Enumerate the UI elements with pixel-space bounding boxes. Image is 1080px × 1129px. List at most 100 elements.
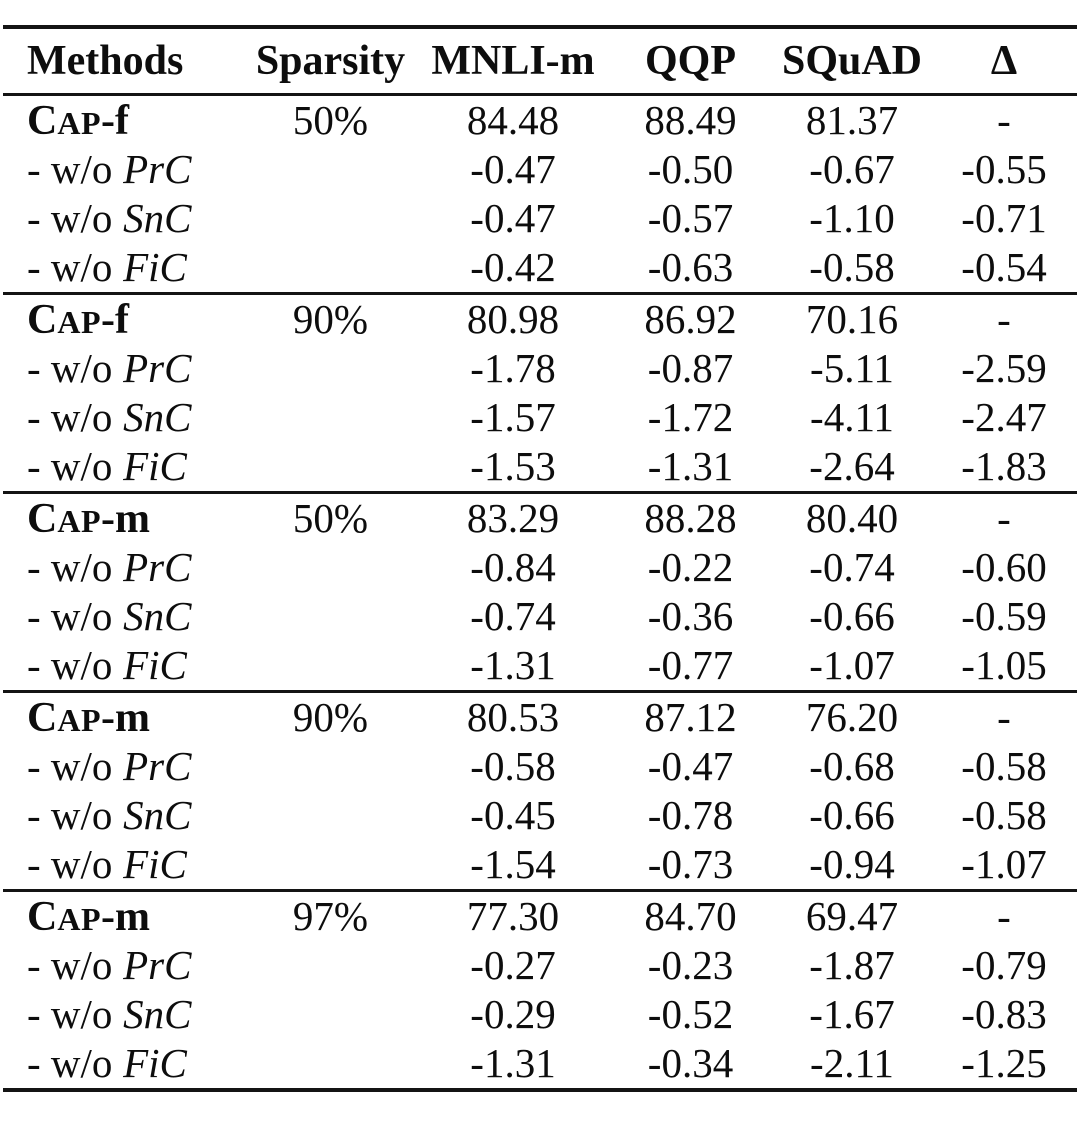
delta-cell: -2.64	[809, 443, 895, 489]
delta-cell: -0.73	[647, 841, 734, 887]
delta-cell: -4.11	[810, 394, 894, 440]
ablation-label: - w/o FiC	[27, 642, 187, 688]
ablation-prefix: - w/o	[27, 991, 113, 1037]
ablation-label-cell: - w/o PrC	[3, 145, 243, 194]
delta-cell: -0.55	[961, 146, 1047, 192]
score-cell: 87.12	[644, 694, 737, 740]
paper-page: Methods Sparsity MNLI-m QQP SQuAD Δ CAP-…	[0, 25, 1080, 1129]
ablation-term: FiC	[123, 1040, 187, 1086]
ablation-label: - w/o FiC	[27, 443, 187, 489]
method-name: CAP-m	[27, 694, 150, 740]
table-row-ablation: - w/o FiC -0.42 -0.63 -0.58 -0.54	[3, 243, 1077, 294]
ablation-label-cell: - w/o FiC	[3, 442, 243, 493]
sparsity-cell	[243, 742, 418, 791]
method-name-initial: C	[27, 694, 58, 741]
ablation-label: - w/o FiC	[27, 841, 187, 887]
ablation-term: SnC	[123, 593, 192, 639]
method-name-smallcaps: AP	[57, 502, 101, 539]
table-row-ablation: - w/o FiC -1.54 -0.73 -0.94 -1.07	[3, 840, 1077, 891]
sparsity-cell	[243, 543, 418, 592]
method-name-initial: C	[27, 97, 58, 144]
method-name-suffix: -m	[101, 893, 150, 940]
score-cell: 84.48	[466, 97, 560, 143]
col-header-mnli-m: MNLI-m	[431, 38, 595, 84]
score-cell: 77.30	[466, 893, 560, 939]
method-name-cell: CAP-m	[3, 493, 243, 544]
delta-cell: -1.83	[961, 443, 1047, 489]
ablation-term: FiC	[123, 642, 187, 688]
ablation-label-cell: - w/o PrC	[3, 344, 243, 393]
delta-cell: -0.59	[961, 593, 1047, 639]
ablation-term: SnC	[123, 195, 192, 241]
delta-cell: -0.42	[470, 244, 556, 290]
ablation-prefix: - w/o	[27, 394, 113, 440]
table-row-main: CAP-m 90% 80.53 87.12 76.20 -	[3, 692, 1077, 743]
ablation-term: FiC	[123, 443, 187, 489]
sparsity-cell: 97%	[292, 893, 369, 939]
delta-cell: -0.74	[470, 593, 556, 639]
table-row-main: CAP-f 50% 84.48 88.49 81.37 -	[3, 95, 1077, 146]
header-row: Methods Sparsity MNLI-m QQP SQuAD Δ	[3, 27, 1077, 95]
method-name-suffix: -m	[101, 495, 150, 542]
delta-cell: -0.79	[961, 942, 1047, 988]
sparsity-cell	[243, 243, 418, 294]
delta-cell: -0.58	[961, 792, 1047, 838]
delta-cell: -0.50	[647, 146, 734, 192]
delta-cell: -1.10	[809, 195, 895, 241]
delta-cell: -0.94	[809, 841, 895, 887]
method-name-cell: CAP-f	[3, 95, 243, 146]
sparsity-cell	[243, 641, 418, 692]
table-row-ablation: - w/o FiC -1.31 -0.34 -2.11 -1.25	[3, 1039, 1077, 1090]
delta-cell: -0.22	[647, 544, 734, 590]
ablation-term: SnC	[123, 394, 192, 440]
method-name-suffix: -f	[101, 97, 129, 144]
delta-cell: -0.63	[647, 244, 734, 290]
method-block: CAP-f 50% 84.48 88.49 81.37- - w/o PrC -0.47 -0.…	[3, 94, 1077, 294]
ablation-prefix: - w/o	[27, 743, 113, 789]
ablation-label: - w/o PrC	[27, 146, 191, 192]
delta-cell: -0.29	[470, 991, 556, 1037]
method-name: CAP-f	[27, 97, 129, 143]
delta-cell: -1.31	[647, 443, 734, 489]
table-row-ablation: - w/o SnC -0.45 -0.78 -0.66 -0.58	[3, 791, 1077, 840]
delta-cell: -1.53	[470, 443, 556, 489]
table-row-ablation: - w/o PrC -0.27 -0.23 -1.87 -0.79	[3, 941, 1077, 990]
table-row-ablation: - w/o PrC -1.78 -0.87 -5.11 -2.59	[3, 344, 1077, 393]
ablation-prefix: - w/o	[27, 841, 113, 887]
sparsity-cell	[243, 791, 418, 840]
ablation-label-cell: - w/o FiC	[3, 1039, 243, 1090]
table-row-ablation: - w/o SnC -0.47 -0.57 -1.10 -0.71	[3, 194, 1077, 243]
ablation-label: - w/o SnC	[27, 394, 191, 440]
score-cell: 80.98	[466, 296, 560, 342]
ablation-prefix: - w/o	[27, 195, 113, 241]
ablation-label-cell: - w/o SnC	[3, 393, 243, 442]
delta-cell: -1.07	[961, 841, 1047, 887]
ablation-term: PrC	[123, 146, 192, 192]
table-header: Methods Sparsity MNLI-m QQP SQuAD Δ	[3, 27, 1077, 95]
delta-cell: -1.78	[470, 345, 556, 391]
score-cell: 69.47	[805, 893, 899, 939]
method-block: CAP-m 50% 83.29 88.28 80.40- - w/o PrC -0.84 -0.…	[3, 492, 1077, 692]
delta-cell: -1.07	[809, 642, 895, 688]
score-cell: 80.53	[466, 694, 560, 740]
ablation-term: PrC	[123, 544, 192, 590]
method-name-smallcaps: AP	[57, 104, 101, 141]
col-header-delta: Δ	[990, 38, 1018, 84]
delta-cell: -1.31	[470, 1040, 556, 1086]
delta-cell: -1.87	[809, 942, 895, 988]
ablation-label-cell: - w/o PrC	[3, 742, 243, 791]
score-cell: -	[997, 296, 1011, 342]
ablation-label: - w/o PrC	[27, 544, 191, 590]
method-name: CAP-m	[27, 495, 150, 541]
delta-cell: -0.74	[809, 544, 895, 590]
method-name-initial: C	[27, 495, 58, 542]
sparsity-cell	[243, 442, 418, 493]
sparsity-cell	[243, 1039, 418, 1090]
delta-cell: -1.72	[647, 394, 734, 440]
score-cell: -	[997, 893, 1011, 939]
method-name-smallcaps: AP	[57, 303, 101, 340]
ablation-term: SnC	[123, 792, 192, 838]
table-row-ablation: - w/o PrC -0.47 -0.50 -0.67 -0.55	[3, 145, 1077, 194]
method-name-cell: CAP-m	[3, 692, 243, 743]
ablation-label: - w/o PrC	[27, 942, 191, 988]
